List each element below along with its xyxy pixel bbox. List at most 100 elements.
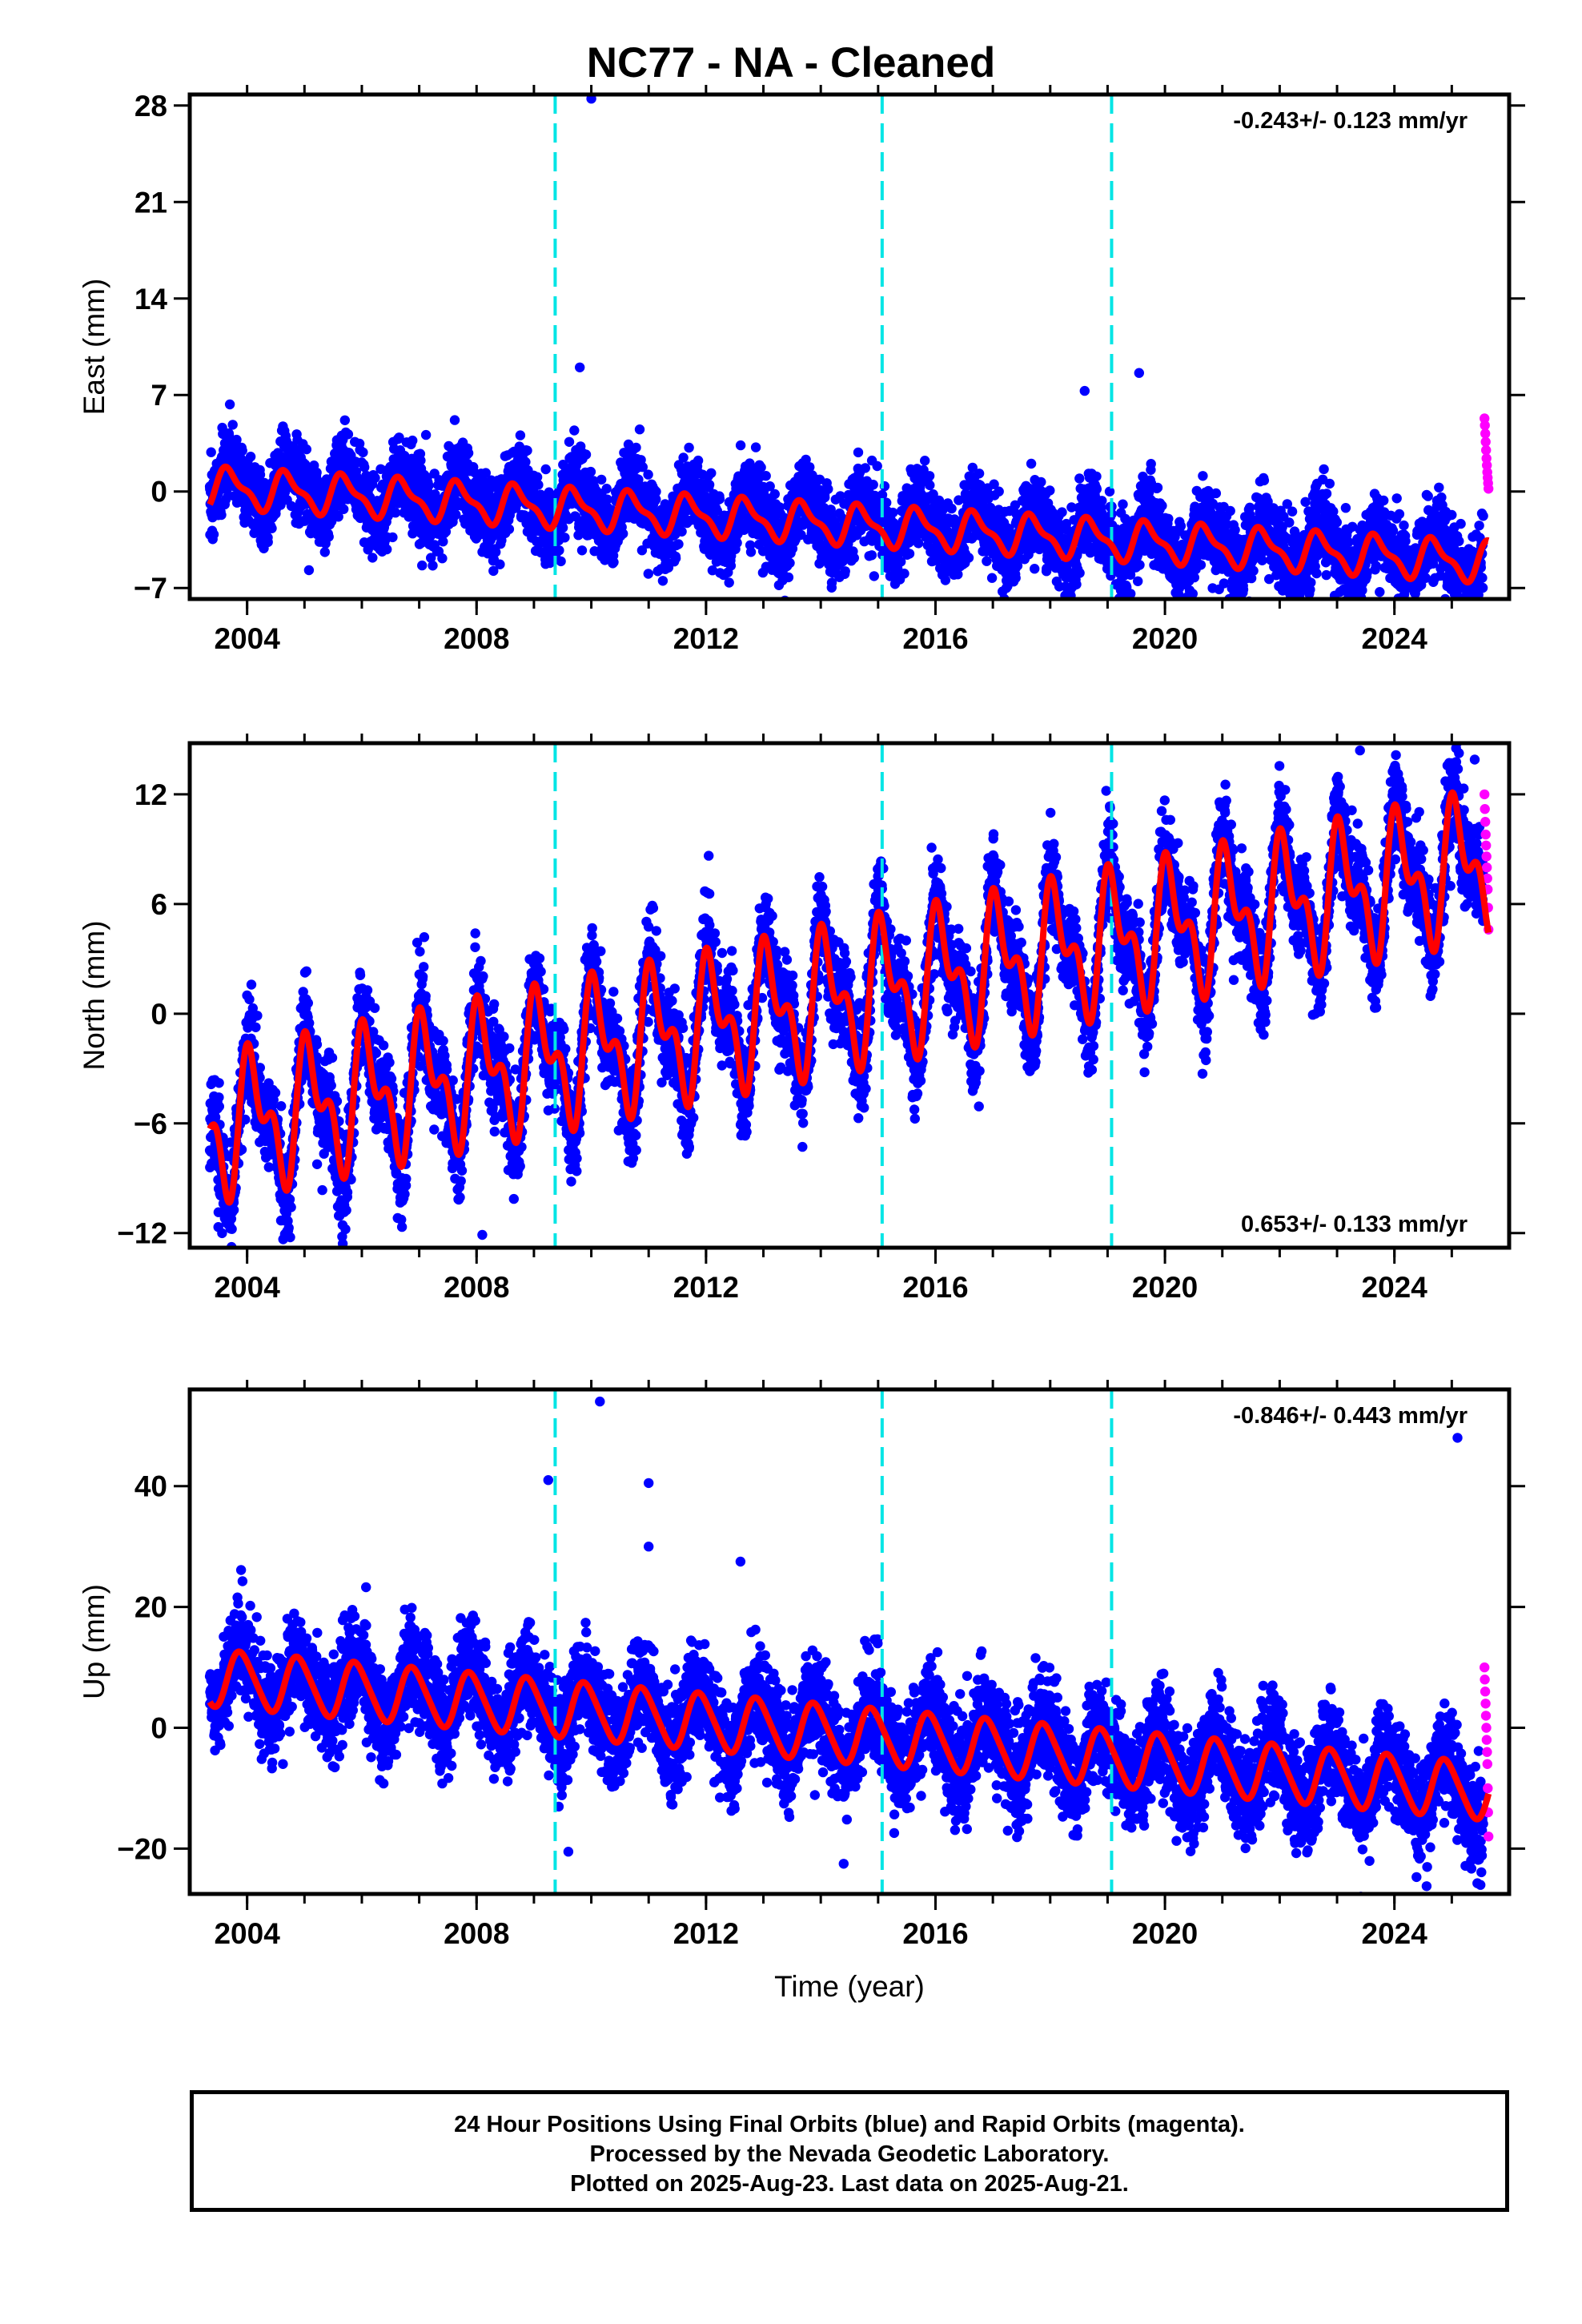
final-orbit-point	[608, 557, 619, 568]
final-orbit-point	[974, 468, 985, 479]
final-orbit-point	[1071, 579, 1082, 589]
final-orbit-point	[301, 444, 311, 455]
final-orbit-point	[367, 553, 378, 563]
final-orbit-point	[899, 569, 909, 579]
final-orbit-point	[673, 539, 684, 549]
final-orbit-point	[1057, 507, 1067, 517]
final-orbit-point	[245, 452, 256, 462]
final-orbit-point	[286, 501, 297, 512]
final-orbit-point	[643, 469, 653, 480]
final-orbit-point	[491, 547, 501, 557]
final-orbit-point	[860, 463, 871, 473]
final-orbit-point	[408, 435, 418, 446]
final-orbit-point	[868, 480, 878, 490]
final-orbit-point	[333, 512, 343, 522]
final-orbit-point	[783, 572, 794, 583]
final-orbit-point	[359, 462, 370, 472]
final-orbit-point	[323, 532, 334, 542]
final-orbit-point	[237, 445, 247, 456]
final-orbit-point	[311, 467, 322, 478]
final-orbit-point	[424, 480, 434, 491]
final-orbit-point	[557, 522, 568, 533]
final-orbit-point	[515, 430, 526, 440]
final-orbit-point	[693, 455, 704, 466]
final-orbit-point	[785, 557, 795, 569]
final-orbit-point	[618, 529, 628, 539]
final-orbit-point	[732, 537, 742, 549]
final-orbit-point	[417, 560, 428, 571]
final-orbit-point	[319, 547, 330, 557]
final-orbit-point	[1130, 604, 1139, 613]
final-orbit-point	[634, 424, 645, 435]
final-orbit-point	[888, 507, 898, 518]
final-orbit-point	[560, 533, 570, 543]
final-orbit-point	[533, 480, 544, 490]
final-orbit-point	[853, 447, 864, 458]
final-orbit-point	[1074, 473, 1085, 484]
final-orbit-point	[580, 449, 592, 460]
final-orbit-point	[420, 429, 432, 440]
final-orbit-point	[358, 447, 368, 458]
final-orbit-point	[206, 447, 216, 457]
final-orbit-point	[946, 503, 957, 514]
final-orbit-point	[463, 448, 474, 458]
final-orbit-point	[601, 484, 612, 494]
final-orbit-point	[1134, 560, 1145, 570]
final-orbit-point	[869, 571, 880, 581]
final-orbit-point	[303, 565, 315, 576]
final-orbit-point	[1036, 476, 1046, 488]
final-orbit-point	[343, 429, 354, 440]
final-orbit-point	[657, 576, 669, 586]
final-orbit-point	[823, 484, 833, 494]
final-orbit-point	[745, 547, 757, 557]
final-orbit-point	[643, 569, 653, 579]
final-orbit-point	[339, 415, 350, 425]
final-orbit-point	[849, 553, 860, 563]
final-orbit-point	[1118, 499, 1128, 509]
final-orbit-point	[1074, 568, 1085, 578]
final-orbit-point	[714, 493, 725, 505]
final-orbit-point	[678, 452, 689, 463]
final-orbit-point	[1026, 458, 1037, 469]
final-orbit-point	[208, 529, 219, 540]
final-orbit-point	[1146, 459, 1156, 469]
final-orbit-point	[750, 442, 761, 452]
final-orbit-point	[263, 537, 273, 548]
final-orbit-point	[725, 561, 737, 571]
final-orbit-point	[449, 415, 460, 425]
final-orbit-point	[540, 464, 551, 475]
panel-plot-area	[204, 94, 1494, 618]
final-orbit-point	[840, 566, 850, 577]
final-orbit-point	[1006, 609, 1016, 618]
final-orbit-point	[769, 489, 780, 500]
final-orbit-point	[756, 462, 766, 472]
final-orbit-point	[1010, 573, 1021, 583]
final-orbit-point	[1091, 484, 1102, 494]
final-orbit-point	[216, 509, 227, 521]
final-orbit-point	[963, 553, 974, 563]
final-orbit-point	[1157, 501, 1167, 511]
final-orbit-point	[596, 474, 607, 485]
final-orbit-point	[556, 556, 566, 567]
final-orbit-point	[1030, 564, 1040, 574]
final-orbit-point	[554, 545, 564, 556]
final-orbit-point	[1091, 471, 1102, 482]
final-orbit-point	[339, 504, 349, 514]
final-orbit-point	[986, 573, 998, 583]
final-orbit-point	[504, 524, 515, 534]
final-orbit-point	[706, 468, 717, 478]
final-orbit-point	[522, 445, 532, 456]
final-orbit-point	[390, 508, 401, 518]
final-orbit-point	[1163, 513, 1174, 524]
final-orbit-point	[569, 425, 580, 436]
final-orbit-point	[437, 553, 448, 564]
final-orbit-point	[677, 526, 687, 537]
final-orbit-point	[1152, 482, 1163, 493]
final-orbit-point	[735, 440, 746, 451]
final-orbit-point	[704, 480, 715, 490]
final-orbit-point	[255, 469, 266, 480]
final-orbit-point	[724, 577, 734, 588]
final-orbit-point	[866, 550, 877, 561]
